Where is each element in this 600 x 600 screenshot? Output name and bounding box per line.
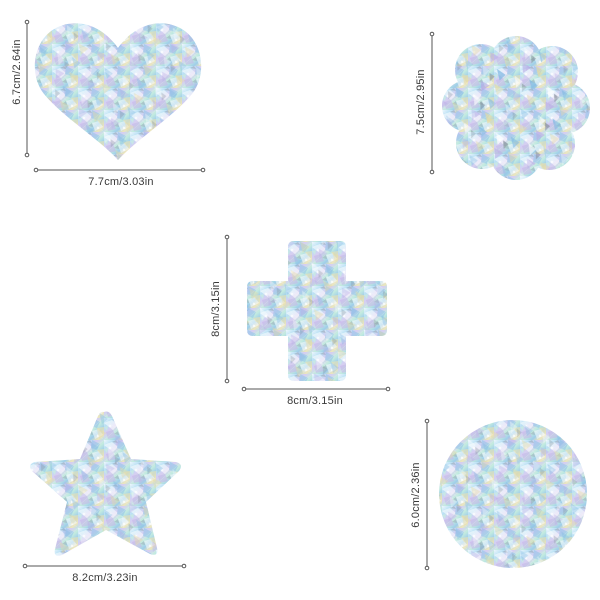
heart-width-label: 7.7cm/3.03in bbox=[88, 176, 154, 188]
circle-height-dimension-line bbox=[424, 418, 430, 571]
heart-sticker bbox=[34, 23, 202, 160]
circle-height-label: 6.0cm/2.36in bbox=[410, 462, 422, 528]
flower-sticker bbox=[442, 36, 590, 180]
cross-height-label: 8cm/3.15in bbox=[210, 281, 222, 337]
star-sticker bbox=[30, 411, 181, 556]
star-width-label: 8.2cm/3.23in bbox=[72, 572, 138, 584]
star-width-dimension-line bbox=[22, 563, 187, 569]
cross-width-label: 8cm/3.15in bbox=[287, 395, 343, 407]
cross-sticker bbox=[247, 241, 387, 381]
flower-height-dimension-line bbox=[429, 31, 435, 175]
heart-width-dimension-line bbox=[33, 167, 206, 173]
cross-width-dimension-line bbox=[241, 386, 391, 392]
heart-height-dimension-line bbox=[24, 19, 30, 158]
flower-height-label: 7.5cm/2.95in bbox=[415, 69, 427, 135]
cross-height-dimension-line bbox=[224, 234, 230, 384]
circle-sticker bbox=[439, 420, 587, 568]
heart-height-label: 6.7cm/2.64in bbox=[11, 39, 23, 105]
